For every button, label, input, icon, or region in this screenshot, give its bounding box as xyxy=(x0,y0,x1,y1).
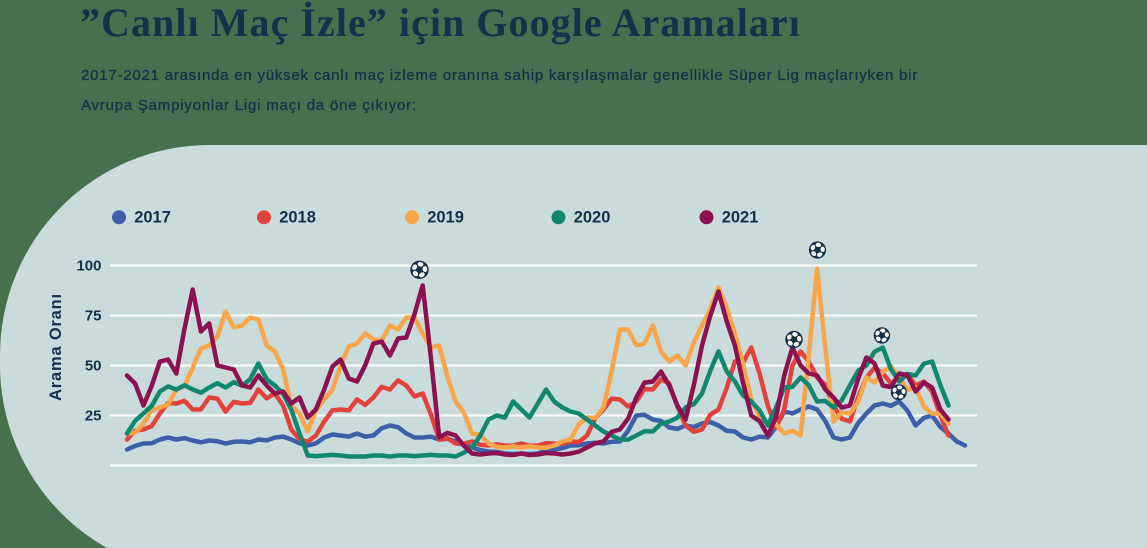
svg-text:50: 50 xyxy=(85,358,102,375)
svg-text:75: 75 xyxy=(85,308,102,325)
svg-text:100: 100 xyxy=(76,258,101,275)
svg-text:2021: 2021 xyxy=(722,209,759,227)
svg-text:2018: 2018 xyxy=(279,209,316,227)
svg-text:2019: 2019 xyxy=(427,209,464,227)
svg-text:2017: 2017 xyxy=(134,209,171,227)
svg-text:2020: 2020 xyxy=(574,209,611,227)
svg-text:Arama Oranı: Arama Oranı xyxy=(47,293,65,401)
svg-text:25: 25 xyxy=(85,408,102,425)
